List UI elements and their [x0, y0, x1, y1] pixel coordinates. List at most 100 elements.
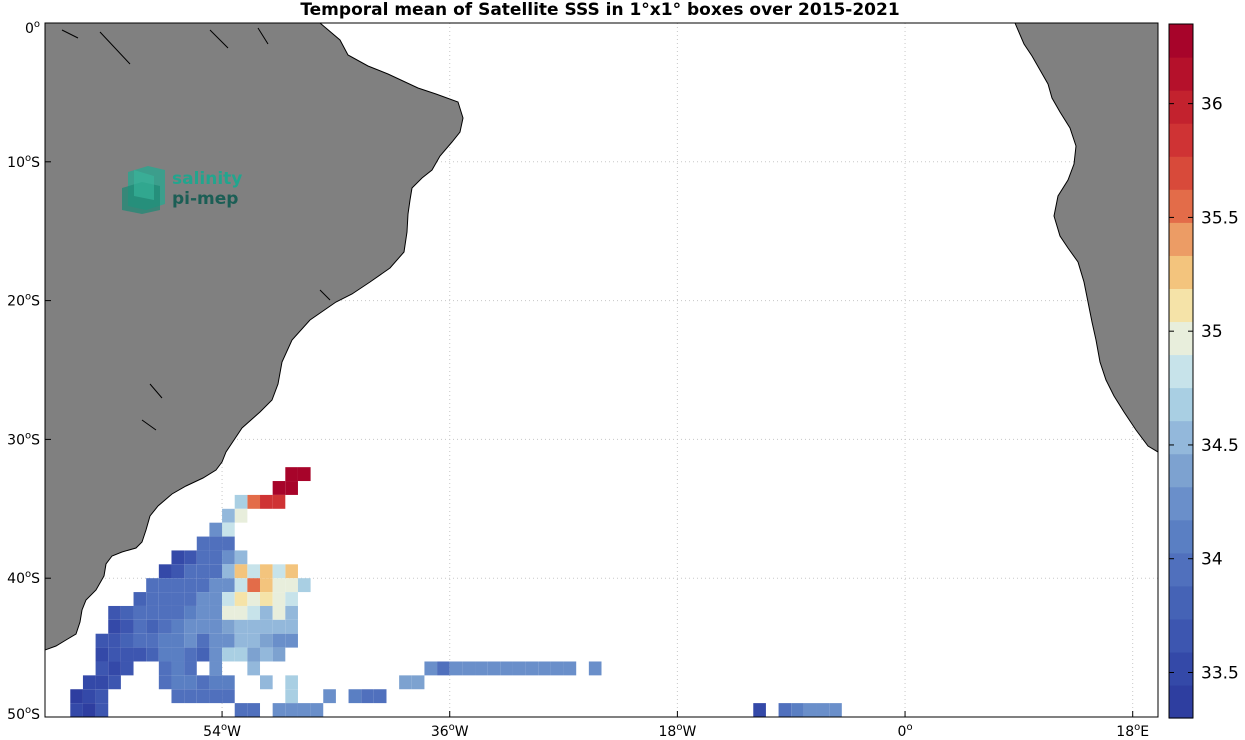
sss-cell [184, 675, 197, 690]
sss-cell [171, 578, 185, 593]
sss-cell [196, 619, 210, 634]
sss-cell [222, 647, 235, 662]
salinity-pi-mep-logo: salinity pi-mep [122, 166, 242, 214]
colorbar-frame [1168, 23, 1194, 719]
sss-cell [184, 661, 197, 676]
sss-cell [234, 564, 248, 579]
sss-cell [196, 689, 210, 704]
sss-cell [209, 661, 223, 676]
sss-cell [158, 564, 172, 579]
sss-cell [285, 481, 298, 495]
sss-cell [462, 661, 476, 676]
sss-cell [184, 564, 197, 579]
sss-cell [133, 592, 147, 606]
sss-cell [108, 661, 121, 676]
sss-cell [361, 689, 374, 704]
sss-cell [222, 564, 235, 579]
sss-cell [285, 467, 298, 482]
sss-cell [70, 703, 83, 717]
sss-cell [234, 494, 248, 509]
sss-cell [234, 508, 248, 523]
sss-cell [297, 467, 311, 482]
sss-cell [285, 703, 298, 717]
sss-cell [171, 619, 185, 634]
sss-cell [272, 494, 286, 509]
sss-cell [171, 550, 185, 565]
sss-cell [538, 661, 551, 676]
sss-cell [247, 633, 261, 648]
sss-cell [222, 633, 235, 648]
sss-cell [285, 689, 298, 704]
sss-cell [209, 689, 223, 704]
sss-cell [171, 605, 185, 620]
sss-cell [209, 619, 223, 634]
colorbar-segment [1169, 486, 1193, 521]
sss-cell [285, 619, 298, 634]
sss-cell [260, 647, 273, 662]
colorbar-segment [1169, 684, 1193, 719]
sss-cell [108, 619, 121, 634]
sss-cell [146, 605, 159, 620]
sss-cell [285, 592, 298, 606]
sss-cell [209, 550, 223, 565]
x-tick-label: 36oW [431, 722, 469, 740]
sss-cell [260, 619, 273, 634]
colorbar-segment [1169, 222, 1193, 256]
sss-cell [753, 703, 766, 717]
sss-cell [247, 647, 261, 662]
colorbar-segment [1169, 321, 1193, 356]
sss-cell [323, 689, 336, 704]
sss-cell [196, 564, 210, 579]
sss-cell [437, 661, 450, 676]
sss-cell [209, 675, 223, 690]
colorbar-label: 34.5 [1201, 436, 1239, 456]
sss-cell [95, 633, 109, 648]
colorbar-segment [1169, 519, 1193, 554]
sss-cell [133, 633, 147, 648]
sss-cell [158, 578, 172, 593]
sss-cell [196, 647, 210, 662]
y-tick-label: 50oS [7, 705, 40, 723]
colorbar-label: 34 [1201, 550, 1223, 570]
sss-cell [133, 619, 147, 634]
sss-cell [184, 550, 197, 565]
sss-cell [272, 647, 286, 662]
sss-cell [184, 647, 197, 662]
sss-cell [209, 522, 223, 537]
sss-cell [158, 633, 172, 648]
sss-cell [108, 633, 121, 648]
x-tick-label: 54oW [203, 722, 241, 740]
sss-cell [158, 675, 172, 690]
sss-cell [146, 633, 159, 648]
sss-cell [146, 578, 159, 593]
sss-cell [272, 605, 286, 620]
sss-cell [247, 605, 261, 620]
colorbar-segment [1169, 618, 1193, 653]
sss-cell [209, 647, 223, 662]
sss-cell [158, 661, 172, 676]
sss-cell [95, 689, 109, 704]
sss-cell [158, 592, 172, 606]
sss-cell [209, 536, 223, 551]
colorbar-segment [1169, 552, 1193, 587]
sss-cell [260, 605, 273, 620]
sss-cell [260, 592, 273, 606]
sss-cell [247, 592, 261, 606]
colorbar-segment [1169, 90, 1193, 124]
colorbar-segment [1169, 585, 1193, 620]
colorbar-segment [1169, 387, 1193, 422]
colorbar-segment [1169, 288, 1193, 323]
sss-cell [234, 703, 248, 717]
sss-cell [120, 661, 134, 676]
sss-cell [373, 689, 387, 704]
colorbar-segment [1169, 24, 1193, 58]
sss-cell [588, 661, 602, 676]
sss-cell [222, 592, 235, 606]
sss-cell [146, 619, 159, 634]
colorbar-segment [1169, 123, 1193, 157]
sss-cell [120, 605, 134, 620]
sss-cell [525, 661, 539, 676]
sss-cell [108, 675, 121, 690]
colorbar-segment [1169, 354, 1193, 389]
sss-cell [285, 564, 298, 579]
